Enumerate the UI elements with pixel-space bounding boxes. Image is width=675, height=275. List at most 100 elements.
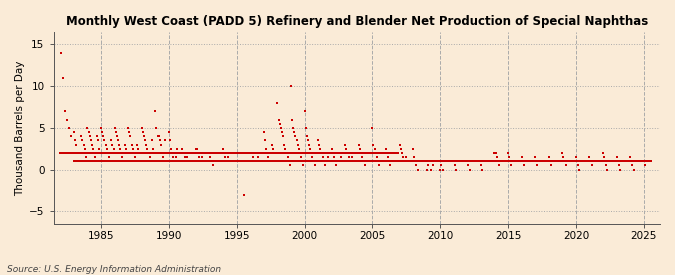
Point: [286, 84, 296, 88]
Point: [314, 142, 325, 147]
Point: [614, 159, 624, 163]
Point: [315, 151, 326, 155]
Point: [532, 159, 543, 163]
Point: [122, 151, 132, 155]
Point: [242, 151, 252, 155]
Point: [322, 151, 333, 155]
Point: [222, 151, 233, 155]
Point: [530, 159, 541, 163]
Point: [72, 159, 83, 163]
Point: [493, 159, 504, 163]
Point: [167, 151, 178, 155]
Point: [391, 151, 402, 155]
Point: [227, 159, 238, 163]
Point: [305, 147, 316, 151]
Point: [472, 159, 483, 163]
Point: [229, 151, 240, 155]
Point: [269, 159, 279, 163]
Point: [200, 151, 211, 155]
Point: [483, 159, 493, 163]
Point: [618, 159, 629, 163]
Point: [56, 51, 67, 55]
Point: [520, 159, 531, 163]
Point: [491, 155, 502, 159]
Point: [379, 151, 390, 155]
Point: [300, 126, 311, 130]
Point: [248, 151, 259, 155]
Point: [86, 142, 97, 147]
Point: [229, 159, 240, 163]
Point: [625, 155, 636, 159]
Point: [324, 151, 335, 155]
Point: [190, 151, 201, 155]
Point: [103, 151, 113, 155]
Point: [368, 151, 379, 155]
Point: [215, 151, 225, 155]
Point: [568, 159, 579, 163]
Point: [119, 142, 130, 147]
Point: [486, 159, 497, 163]
Point: [402, 159, 413, 163]
Point: [132, 151, 142, 155]
Point: [176, 151, 187, 155]
Point: [431, 159, 442, 163]
Point: [219, 151, 230, 155]
Point: [595, 159, 606, 163]
Point: [290, 134, 301, 138]
Point: [335, 159, 346, 163]
Point: [369, 159, 380, 163]
Point: [250, 151, 261, 155]
Point: [371, 151, 382, 155]
Point: [160, 138, 171, 143]
Point: [218, 159, 229, 163]
Point: [557, 151, 568, 155]
Point: [477, 167, 487, 172]
Point: [222, 159, 233, 163]
Point: [374, 159, 385, 163]
Point: [597, 159, 608, 163]
Point: [441, 159, 452, 163]
Point: [185, 159, 196, 163]
Point: [643, 159, 653, 163]
Point: [371, 155, 382, 159]
Point: [169, 159, 180, 163]
Point: [580, 159, 591, 163]
Point: [325, 159, 336, 163]
Point: [344, 159, 355, 163]
Point: [171, 151, 182, 155]
Point: [280, 159, 291, 163]
Point: [263, 159, 274, 163]
Point: [273, 159, 284, 163]
Point: [493, 159, 504, 163]
Point: [156, 142, 167, 147]
Point: [341, 147, 352, 151]
Point: [357, 159, 368, 163]
Point: [204, 155, 215, 159]
Point: [360, 159, 371, 163]
Point: [58, 151, 69, 155]
Point: [314, 151, 325, 155]
Point: [413, 159, 424, 163]
Point: [602, 167, 613, 172]
Point: [512, 159, 522, 163]
Point: [138, 151, 149, 155]
Point: [86, 151, 97, 155]
Point: [183, 151, 194, 155]
Point: [155, 151, 165, 155]
Point: [565, 159, 576, 163]
Point: [292, 151, 303, 155]
Point: [260, 159, 271, 163]
Point: [92, 138, 103, 143]
Point: [315, 159, 326, 163]
Point: [572, 159, 583, 163]
Point: [516, 155, 527, 159]
Point: [64, 151, 75, 155]
Point: [448, 159, 459, 163]
Point: [387, 159, 398, 163]
Point: [107, 151, 117, 155]
Point: [212, 159, 223, 163]
Point: [159, 159, 170, 163]
Point: [115, 151, 126, 155]
Point: [500, 159, 510, 163]
Point: [294, 151, 305, 155]
